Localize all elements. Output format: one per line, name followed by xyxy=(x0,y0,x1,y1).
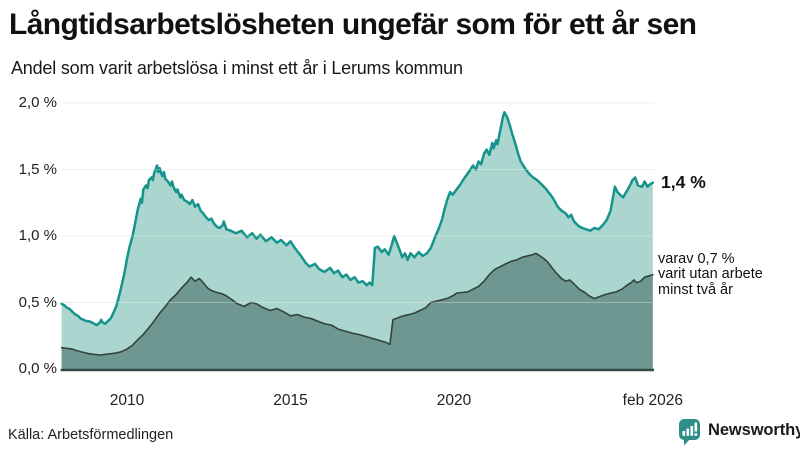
newsworthy-logo-text: Newsworthy xyxy=(708,421,800,439)
x-axis-tick-label: 2015 xyxy=(273,392,308,409)
annotation-line: varav 0,7 % xyxy=(658,250,735,267)
y-axis-tick-label: 2,0 % xyxy=(18,94,57,111)
y-axis-tick-label: 0,5 % xyxy=(18,293,57,311)
annotation-line: minst två år xyxy=(658,281,733,298)
y-axis-tick-label: 0,0 % xyxy=(18,360,57,377)
page-subtitle: Andel som varit arbetslösa i minst ett å… xyxy=(11,58,463,78)
annotation-line: varit utan arbete xyxy=(658,266,763,283)
y-axis-tick-label: 1,5 % xyxy=(18,160,57,178)
page-title: Långtidsarbetslösheten ungefär som för e… xyxy=(9,8,697,41)
x-axis-tick-label: 2020 xyxy=(436,392,472,409)
x-axis-tick-label: feb 2026 xyxy=(622,392,683,409)
series-end-value-label: 1,4 % xyxy=(661,171,706,192)
series-end-annotation: varav 0,7 % varit utan arbete minst två … xyxy=(658,250,763,299)
newsworthy-logo: Newsworthy xyxy=(678,418,800,446)
x-axis-tick-label: 2010 xyxy=(109,392,145,409)
y-axis-tick-label: 1,0 % xyxy=(18,227,57,244)
newsworthy-logo-icon xyxy=(679,419,700,446)
source-credit: Källa: Arbetsförmedlingen xyxy=(8,427,174,443)
